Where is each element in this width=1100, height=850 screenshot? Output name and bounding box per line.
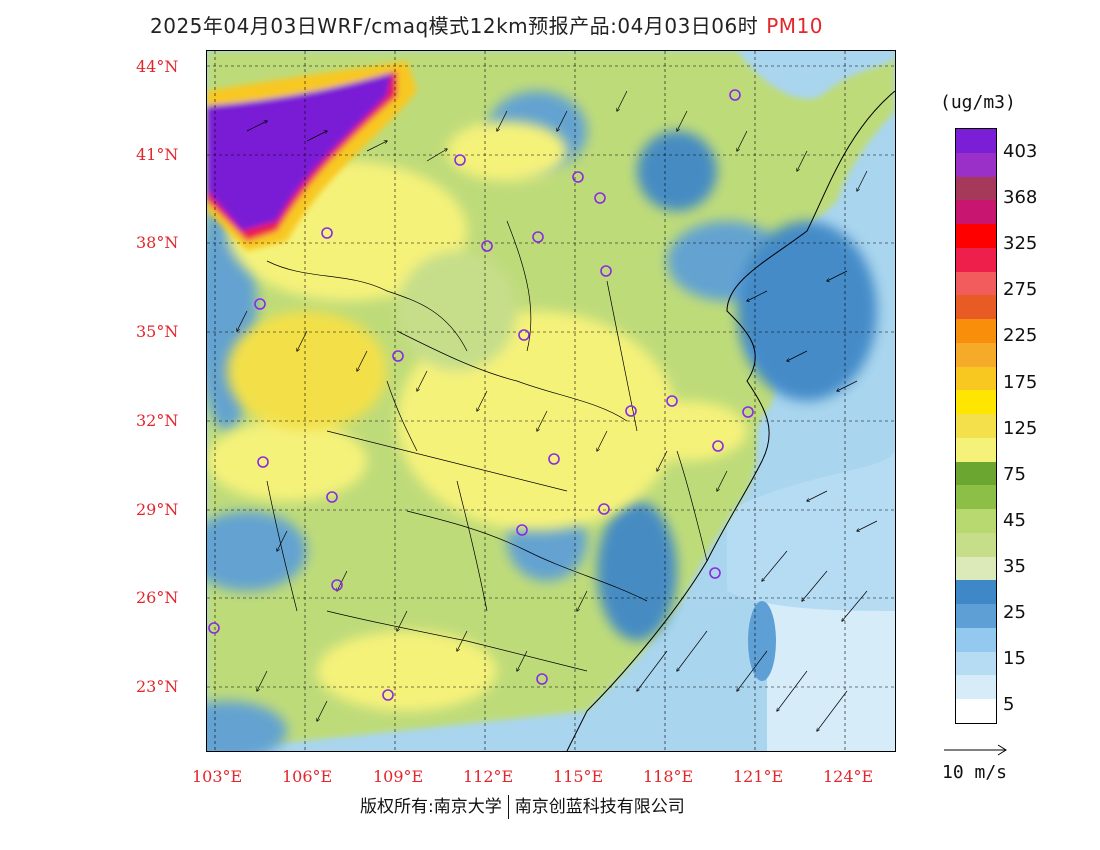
colorbar-segment (956, 342, 996, 367)
colorbar-segment (956, 580, 996, 604)
colorbar-segment (956, 224, 996, 248)
colorbar-segment (956, 627, 996, 652)
colorbar-label: 403 (1003, 141, 1038, 162)
colorbar-segment (956, 699, 996, 723)
grid-lines (207, 51, 895, 751)
colorbar-label: 25 (1003, 602, 1026, 623)
wind-vectors (237, 90, 878, 731)
lat-label-38: 38°N (136, 233, 179, 252)
lat-label-44: 44°N (136, 57, 179, 76)
colorbar-segment (956, 532, 996, 557)
colorbar-label: 325 (1003, 233, 1038, 255)
colorbar-segment (956, 152, 996, 177)
colorbar-segment (956, 247, 996, 272)
lon-label-121: 121°E (733, 767, 784, 786)
lat-label-41: 41°N (136, 145, 179, 164)
colorbar (955, 128, 997, 724)
colorbar-label: 225 (1003, 325, 1038, 347)
lon-label-118: 118°E (643, 767, 694, 786)
lat-label-32: 32°N (136, 411, 179, 430)
sea-mid-area (727, 451, 895, 611)
colorbar-segment (956, 200, 996, 224)
copyright-left: 版权所有:南京大学 (360, 797, 502, 817)
colorbar-segment (956, 319, 996, 343)
lon-label-106: 106°E (282, 767, 333, 786)
lat-label-29: 29°N (136, 500, 179, 519)
colorbar-label: 75 (1003, 463, 1026, 485)
colorbar-label: 275 (1003, 279, 1038, 301)
colorbar-label: 15 (1003, 648, 1026, 670)
colorbar-label: 368 (1003, 187, 1038, 209)
colorbar-label: 125 (1003, 417, 1038, 439)
lon-label-103: 103°E (192, 767, 243, 786)
map-title: 2025年04月03日WRF/cmaq模式12km预报产品:04月03日06时 P… (150, 10, 823, 39)
colorbar-segment (956, 414, 996, 438)
copyright: 版权所有:南京大学 南京创蓝科技有限公司 (360, 792, 685, 819)
colorbar-segment (956, 509, 996, 533)
colorbar-segment (956, 176, 996, 201)
title-main: 2025年04月03日WRF/cmaq模式12km预报产品:04月03日06时 (150, 14, 759, 38)
city-markers (208, 89, 754, 701)
colorbar-label: 5 (1003, 694, 1015, 716)
coastline (566, 90, 895, 751)
colorbar-segment (956, 485, 996, 509)
wind-legend-label: 10 m/s (942, 762, 1008, 783)
lat-label-23: 23°N (136, 677, 179, 696)
colorbar-segment (956, 604, 996, 628)
pm10-map[interactable] (206, 50, 896, 752)
title-pollutant: PM10 (766, 14, 824, 38)
lon-label-109: 109°E (373, 767, 424, 786)
colorbar-segment (956, 437, 996, 462)
copyright-separator (507, 795, 509, 819)
colorbar-segment (956, 461, 996, 486)
map-canvas (207, 51, 895, 751)
colorbar-segment (956, 390, 996, 414)
colorbar-segment (956, 651, 996, 676)
colorbar-unit: (ug/m3) (940, 92, 1016, 113)
dust-plume (207, 61, 417, 251)
colorbar-label: 175 (1003, 371, 1038, 393)
copyright-right: 南京创蓝科技有限公司 (514, 797, 685, 817)
province-boundaries (266, 220, 708, 672)
colorbar-segment (956, 271, 996, 296)
lon-label-115: 115°E (553, 767, 604, 786)
colorbar-segment (956, 129, 996, 153)
taiwan-island (748, 601, 776, 681)
colorbar-segment (956, 366, 996, 391)
lon-label-124: 124°E (823, 767, 874, 786)
lat-label-35: 35°N (136, 322, 179, 341)
colorbar-segment (956, 556, 996, 581)
lat-label-26: 26°N (136, 588, 179, 607)
colorbar-segment (956, 675, 996, 699)
colorbar-label: 45 (1003, 509, 1026, 531)
colorbar-label: 35 (1003, 555, 1026, 577)
wind-legend-arrow (944, 744, 1007, 756)
lon-label-112: 112°E (463, 767, 514, 786)
colorbar-segment (956, 295, 996, 319)
